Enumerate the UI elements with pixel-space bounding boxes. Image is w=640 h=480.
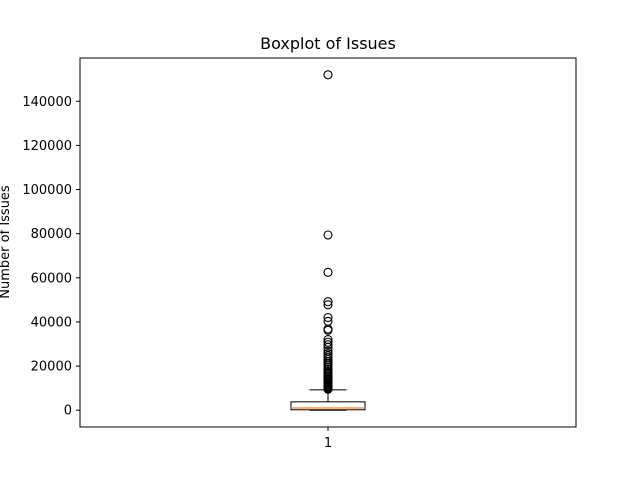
outlier-point xyxy=(323,325,333,335)
y-tick-label: 100000 xyxy=(22,183,72,198)
y-tick-label: 20000 xyxy=(31,360,72,375)
y-tick-label: 40000 xyxy=(31,315,72,330)
outlier-point xyxy=(323,340,333,350)
outlier-point xyxy=(323,70,333,80)
y-tick-label: 0 xyxy=(64,404,72,419)
y-axis-label: Number of Issues xyxy=(0,185,13,299)
iqr-box xyxy=(290,401,366,411)
y-tick-label: 80000 xyxy=(31,227,72,242)
outlier-point xyxy=(323,384,333,394)
y-tick-label: 60000 xyxy=(31,271,72,286)
x-axis-ticks: 1 xyxy=(324,427,332,451)
outlier-point xyxy=(323,337,333,347)
outlier-point xyxy=(323,230,333,240)
y-tick-label: 140000 xyxy=(22,95,72,110)
y-axis-ticks: 0 20000 40000 60000 80000 100000 120000 140000 xyxy=(22,95,80,419)
outlier-point xyxy=(323,297,333,307)
plot-frame xyxy=(79,57,577,428)
chart-title: Boxplot of Issues xyxy=(260,34,396,53)
outlier-point xyxy=(323,267,333,277)
boxplot-marks xyxy=(290,70,366,411)
x-tick-label: 1 xyxy=(324,436,332,451)
outlier-point xyxy=(323,300,333,310)
y-tick-label: 120000 xyxy=(22,139,72,154)
outlier-point xyxy=(323,312,333,323)
